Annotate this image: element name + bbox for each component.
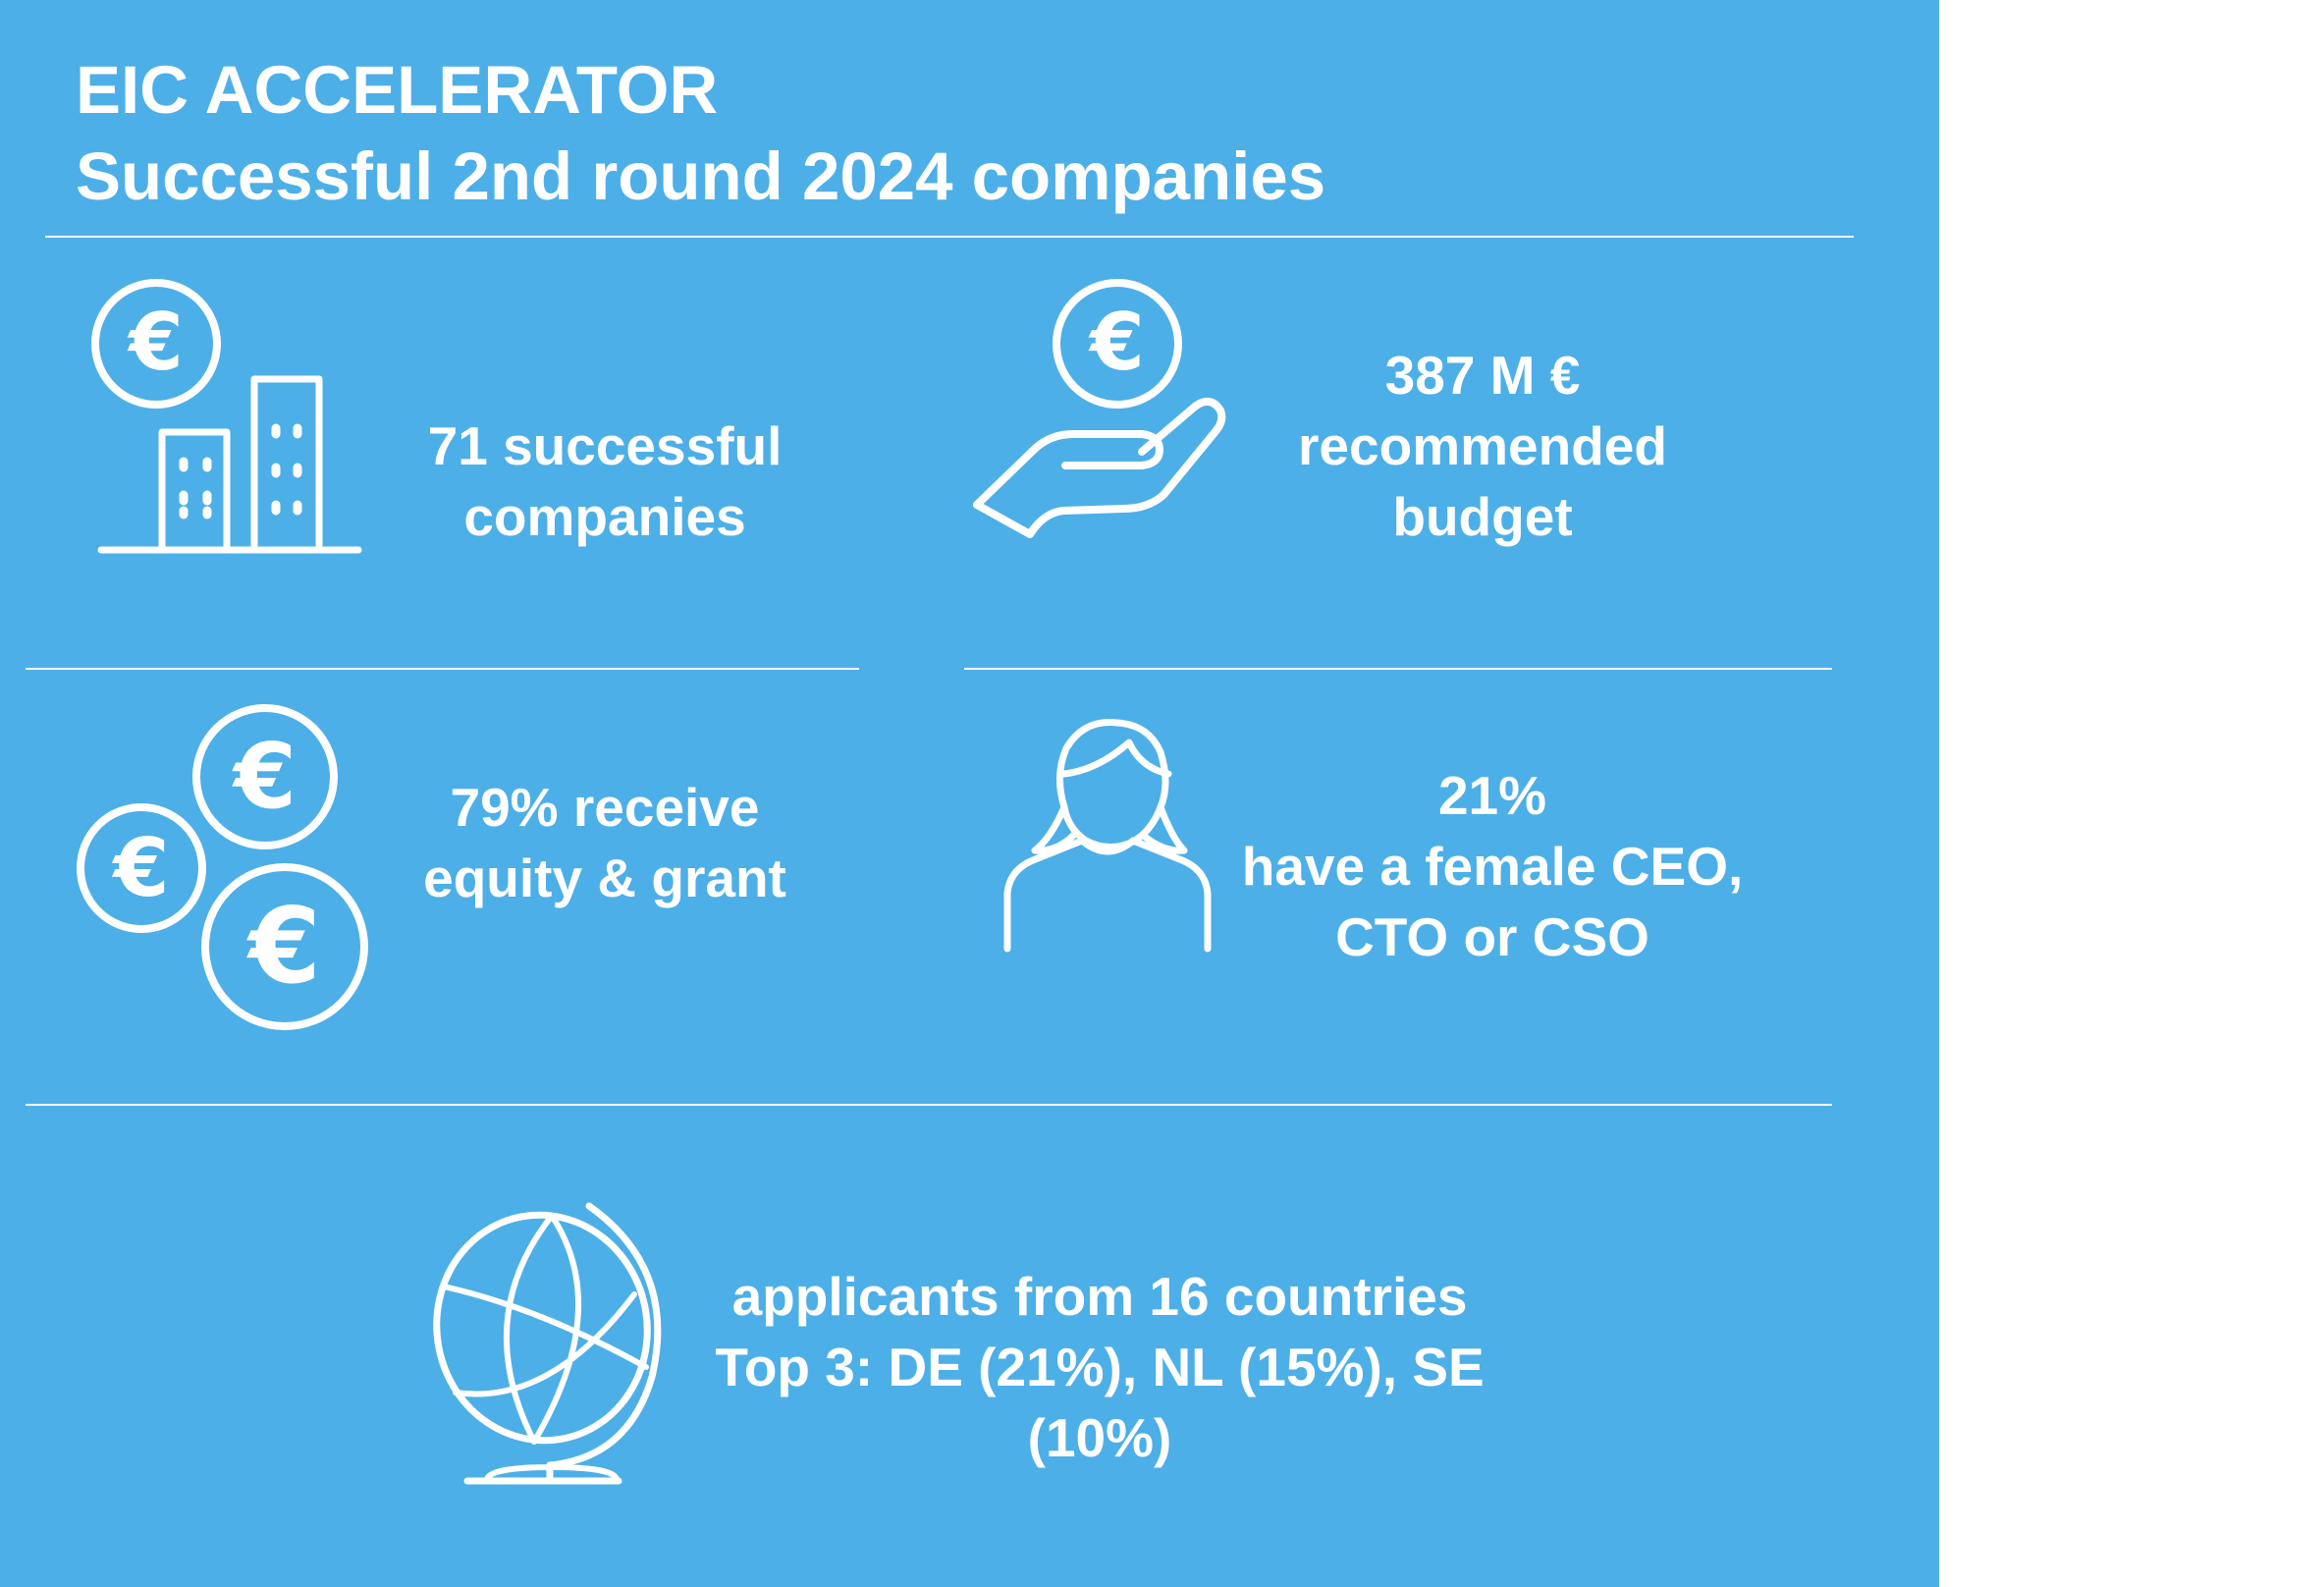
stat-equity-line1: 79% receive — [450, 777, 760, 838]
stat-companies: 71 successful companies — [404, 410, 806, 552]
stat-budget-line1: 387 M € — [1384, 345, 1581, 406]
stat-budget-line2: recommended — [1298, 415, 1667, 476]
stat-countries-line2: Top 3: DE (21%), NL (15%), SE — [715, 1337, 1485, 1397]
euro-coins-icon: € € € — [77, 704, 368, 1030]
title-line-1: EIC ACCELERATOR — [76, 52, 719, 128]
stat-countries: applicants from 16 countries Top 3: DE (… — [668, 1261, 1532, 1473]
stat-companies-line2: companies — [463, 486, 746, 547]
svg-text:€: € — [245, 886, 321, 1007]
svg-text:€: € — [127, 297, 184, 388]
divider-left — [26, 668, 859, 670]
svg-text:€: € — [1088, 297, 1145, 388]
stat-budget: 387 M € recommended budget — [1257, 340, 1708, 552]
stat-female-line3: CTO or CSO — [1335, 906, 1649, 967]
svg-text:€: € — [111, 822, 169, 915]
title-line-2: Successful 2nd round 2024 companies — [76, 138, 1326, 214]
hand-euro-icon: € — [973, 279, 1226, 538]
stat-female: 21% have a female CEO, CTO or CSO — [1231, 760, 1754, 972]
title-divider — [45, 236, 1854, 238]
svg-text:€: € — [232, 724, 297, 829]
stat-female-line2: have a female CEO, — [1241, 836, 1744, 897]
stat-countries-line1: applicants from 16 countries — [731, 1266, 1468, 1327]
infographic-panel: EIC ACCELERATOR Successful 2nd round 202… — [0, 0, 1939, 1587]
woman-person-icon — [1003, 719, 1212, 953]
divider-bottom — [26, 1104, 1832, 1106]
stat-female-line1: 21% — [1437, 765, 1547, 826]
divider-right — [964, 668, 1832, 670]
buildings-euro-icon: € — [91, 279, 362, 554]
globe-icon — [433, 1202, 662, 1485]
stat-companies-line1: 71 successful — [427, 415, 783, 476]
stat-equity-line2: equity & grant — [423, 848, 786, 908]
stat-equity: 79% receive equity & grant — [404, 772, 806, 913]
page-title: EIC ACCELERATOR Successful 2nd round 202… — [76, 47, 1325, 220]
stat-countries-line3: (10%) — [1027, 1407, 1172, 1468]
stat-budget-line3: budget — [1392, 486, 1573, 547]
